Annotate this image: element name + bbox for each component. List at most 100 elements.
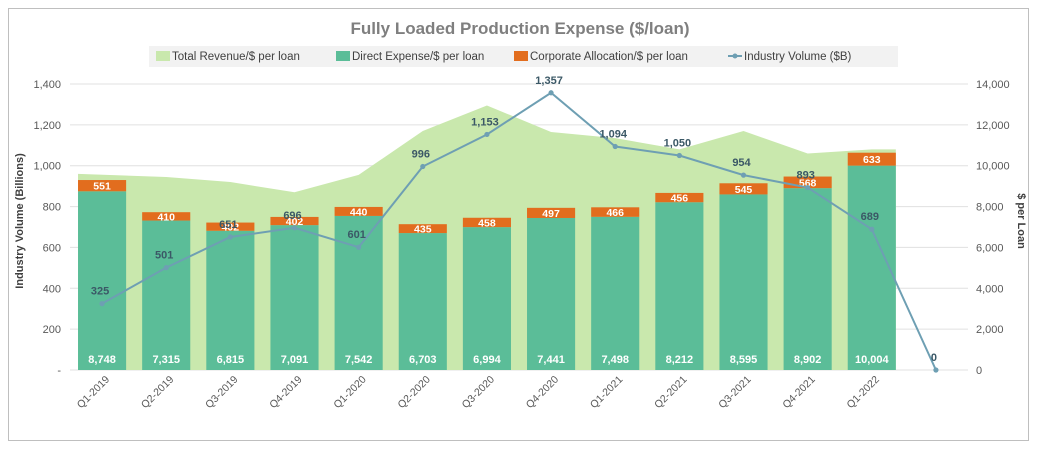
corporate-allocation-data-label: 551 [93,181,111,193]
volume-point [869,226,875,232]
corporate-allocation-data-label: 440 [350,206,368,218]
direct-expense-bar [655,202,704,370]
y-left-tick-label: 400 [43,283,61,295]
x-tick-label: Q1-2022 [845,374,882,411]
volume-data-label: 696 [283,210,301,222]
y-left-tick-label: 200 [43,324,61,336]
direct-expense-data-label: 6,815 [217,354,245,366]
direct-expense-data-label: 7,091 [281,354,309,366]
x-tick-label: Q1-2020 [331,374,368,411]
direct-expense-bar [206,230,255,370]
volume-point [805,184,811,191]
y-right-tick-label: 0 [976,365,982,377]
volume-data-label: 0 [931,352,937,364]
volume-data-label: 1,050 [664,138,692,150]
corporate-allocation-bar [783,176,832,189]
direct-expense-data-label: 7,315 [152,354,180,366]
x-tick-label: Q3-2019 [203,374,240,411]
y-right-tick-label: 10,000 [976,161,1010,173]
direct-expense-data-label: 7,498 [601,354,629,366]
y-left-tick-label: - [57,365,61,377]
x-tick-label: Q3-2020 [460,374,497,411]
direct-expense-data-label: 6,703 [409,354,437,366]
direct-expense-data-label: 8,212 [666,354,694,366]
corporate-allocation-bar [719,183,768,195]
y-right-axis-label: $ per Loan [1015,193,1027,249]
volume-point [291,225,298,231]
direct-expense-bar [142,220,191,370]
y-right-tick-label: 4,000 [976,283,1004,295]
volume-line: 325 501 651 696 601 996 1,153 1,357 1,094 1,050 95… [91,75,939,373]
volume-line-path [101,91,937,371]
x-tick-label: Q2-2020 [396,374,433,411]
direct-expense-data-label: 10,004 [855,354,890,366]
y-right-tick-label: 2,000 [976,324,1004,336]
direct-expense-bar [462,227,511,370]
volume-point [933,367,939,373]
direct-expense-bar [591,216,640,370]
legend-swatch [156,51,170,61]
corporate-allocation-data-label: 410 [157,211,175,223]
volume-data-label: 1,357 [535,75,563,87]
volume-point [420,163,426,170]
direct-expense-data-label: 8,595 [730,354,758,366]
corporate-allocation-data-label: 633 [863,154,881,166]
corporate-allocation-bar [398,224,447,234]
y-right-tick-label: 14,000 [976,79,1010,91]
x-tick-label: Q2-2019 [139,374,176,411]
corporate-allocation-bar [206,222,255,231]
y-right-tick-label: 6,000 [976,242,1004,254]
x-tick-label: Q1-2021 [588,374,625,411]
x-tick-label: Q1-2019 [75,374,112,411]
corporate-allocation-data-label: 402 [286,216,304,228]
corporate-allocation-bar [655,192,704,203]
legend-entry: Direct Expense/$ per loan [352,51,484,63]
y-left-tick-label: 600 [43,242,61,254]
corporate-allocation-bar [527,207,576,218]
corporate-allocation-data-label: 545 [735,184,753,196]
volume-data-label: 501 [155,250,173,262]
volume-data-label: 1,094 [599,129,627,141]
volume-data-label: 893 [796,170,814,182]
x-tick-label: Q4-2021 [780,374,817,411]
volume-data-label: 601 [347,229,365,241]
direct-expense-bar [270,225,319,370]
corporate-allocation-data-label: 435 [414,224,432,236]
corporate-allocation-data-label: 466 [606,207,624,219]
corporate-allocation-data-label: 456 [671,193,689,205]
direct-expense-data-label: 6,994 [473,354,501,366]
x-tick-label: Q2-2021 [652,374,689,411]
legend-entry: Corporate Allocation/$ per loan [530,51,688,63]
volume-point [356,244,362,250]
legend-swatch [514,51,528,61]
direct-expense-bar [783,188,832,370]
volume-data-label: 651 [219,219,237,231]
volume-point [163,265,169,271]
y-right-tick-label: 12,000 [976,120,1010,132]
volume-data-label: 689 [861,211,879,223]
corporate-allocation-bar [78,180,127,192]
legend-entry: Total Revenue/$ per loan [172,51,300,63]
direct-expense-bar [847,165,896,370]
volume-point [227,234,233,240]
volume-data-label: 325 [91,286,109,298]
direct-expense-data-label: 7,441 [537,354,565,366]
y-left-tick-label: 800 [43,202,61,214]
x-tick-label: Q4-2019 [267,374,304,411]
volume-point [676,152,682,159]
corporate-allocation-bar [142,212,191,221]
direct-expense-data-label: 8,902 [794,354,822,366]
volume-point [99,301,105,307]
y-left-axis-label: Industry Volume (Billions) [14,153,26,289]
y-left-tick-label: 1,400 [33,79,61,91]
x-tick-label: Q3-2021 [716,374,753,411]
corporate-allocation-data-label: 458 [478,217,496,229]
volume-data-label: 996 [412,149,430,161]
corporate-allocation-bar [591,207,640,217]
corporate-allocation-bar [270,216,319,226]
direct-expense-data-label: 8,748 [88,354,116,366]
legend-entry: Industry Volume ($B) [744,51,852,63]
legend: Total Revenue/$ per loan Direct Expense/$… [156,51,852,63]
volume-point [484,131,490,138]
